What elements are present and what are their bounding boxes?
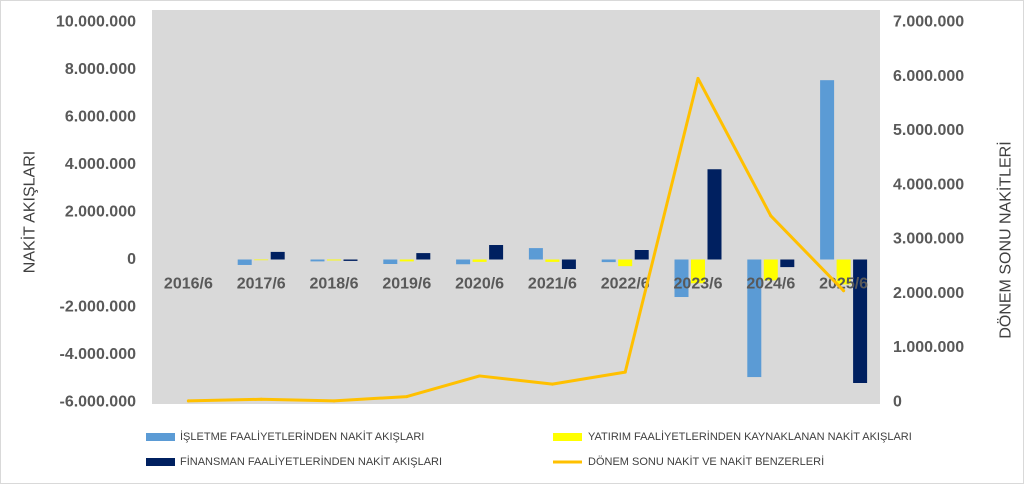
category-label: 2017/6 — [237, 276, 286, 293]
left-axis-tick-labels: -6.000.000 -4.000.000 -2.000.000 0 2.000.000… — [56, 14, 136, 411]
left-axis-tick-label: -6.000.000 — [59, 394, 136, 411]
period-end-cash-point — [550, 382, 554, 386]
operating-cash-flow-bar — [674, 259, 689, 298]
category-label: 2022/6 — [601, 276, 650, 293]
period-end-cash-point — [623, 370, 627, 374]
right-axis-tick-label: 0 — [893, 394, 902, 411]
operating-cash-flow-bar — [456, 259, 471, 265]
left-axis-tick-label: 0 — [127, 251, 136, 268]
legend-swatch-financing-cash-flow — [146, 458, 175, 466]
left-axis-tick-label: 6.000.000 — [65, 109, 136, 126]
operating-cash-flow-bar — [601, 259, 616, 263]
left-axis-tick-label: 4.000.000 — [65, 156, 136, 173]
financing-cash-flow-bar — [489, 245, 504, 260]
right-axis-title: DÖNEM SONU NAKİTLERİ — [996, 141, 1015, 338]
plot-area — [152, 10, 880, 404]
right-axis-tick-label: 6.000.000 — [893, 68, 964, 85]
period-end-cash-point — [186, 399, 190, 403]
period-end-cash-point — [259, 397, 263, 401]
legend-label-operating-cash-flow: İŞLETME FAALİYETLERİNDEN NAKİT AKIŞLARI — [180, 430, 424, 443]
legend-label-investing-cash-flow: YATIRIM FAALİYETLERİNDEN KAYNAKLANAN NAK… — [588, 430, 912, 443]
operating-cash-flow-bar — [383, 259, 398, 265]
category-label: 2019/6 — [382, 276, 431, 293]
left-axis-tick-label: 2.000.000 — [65, 204, 136, 221]
right-axis-tick-label: 7.000.000 — [893, 14, 964, 31]
legend-swatch-operating-cash-flow — [146, 433, 175, 441]
period-end-cash-point — [478, 374, 482, 378]
investing-cash-flow-bar — [618, 259, 633, 267]
category-label: 2024/6 — [746, 276, 795, 293]
financing-cash-flow-bar — [780, 259, 795, 268]
legend-item-financing-cash-flow: FİNANSMAN FAALİYETLERİNDEN NAKİT AKIŞLAR… — [146, 455, 442, 468]
left-axis-tick-label: -4.000.000 — [59, 346, 136, 363]
legend: İŞLETME FAALİYETLERİNDEN NAKİT AKIŞLARI … — [146, 430, 912, 468]
left-axis-tick-label: 10.000.000 — [56, 14, 136, 31]
period-end-cash-point — [769, 214, 773, 218]
period-end-cash-point — [696, 76, 700, 80]
investing-cash-flow-bar — [327, 259, 341, 261]
financing-cash-flow-bar — [561, 259, 576, 269]
right-axis-tick-label: 1.000.000 — [893, 339, 964, 356]
operating-cash-flow-bar — [237, 259, 252, 265]
right-axis-tick-label: 4.000.000 — [893, 176, 964, 193]
legend-label-period-end-cash: DÖNEM SONU NAKİT VE NAKİT BENZERLERİ — [588, 455, 824, 468]
period-end-cash-line — [186, 76, 846, 403]
legend-swatch-investing-cash-flow — [553, 433, 582, 441]
category-label: 2021/6 — [528, 276, 577, 293]
financing-cash-flow-bar — [853, 259, 868, 383]
line-layer — [186, 76, 846, 403]
category-label: 2020/6 — [455, 276, 504, 293]
financing-cash-flow-bar — [416, 253, 431, 260]
financing-cash-flow-bar — [634, 250, 649, 260]
legend-label-financing-cash-flow: FİNANSMAN FAALİYETLERİNDEN NAKİT AKIŞLAR… — [180, 455, 442, 468]
category-label: 2016/6 — [164, 276, 213, 293]
operating-cash-flow-bar — [310, 259, 325, 262]
investing-cash-flow-bar — [399, 259, 414, 262]
investing-cash-flow-bar — [763, 259, 778, 281]
left-axis-tick-label: -2.000.000 — [59, 299, 136, 316]
financing-cash-flow-bar — [343, 259, 358, 261]
legend-item-investing-cash-flow: YATIRIM FAALİYETLERİNDEN KAYNAKLANAN NAK… — [553, 430, 912, 443]
bars-layer — [237, 80, 868, 383]
legend-item-operating-cash-flow: İŞLETME FAALİYETLERİNDEN NAKİT AKIŞLARI — [146, 430, 424, 443]
period-end-cash-point — [842, 289, 846, 293]
right-axis-tick-labels: 0 1.000.000 2.000.000 3.000.000 4.000.000 5.0… — [893, 14, 964, 411]
financing-cash-flow-bar — [707, 169, 722, 260]
period-end-cash-point — [332, 399, 336, 403]
operating-cash-flow-bar — [820, 80, 835, 260]
category-label: 2018/6 — [310, 276, 359, 293]
right-axis-tick-label: 2.000.000 — [893, 285, 964, 302]
investing-cash-flow-bar — [836, 259, 851, 285]
operating-cash-flow-bar — [747, 259, 762, 378]
period-end-cash-point — [405, 395, 409, 399]
right-axis-tick-label: 3.000.000 — [893, 231, 964, 248]
investing-cash-flow-bar — [472, 259, 487, 262]
investing-cash-flow-bar — [545, 259, 560, 262]
right-axis-tick-label: 5.000.000 — [893, 122, 964, 139]
investing-cash-flow-bar — [691, 259, 705, 284]
investing-cash-flow-bar — [254, 259, 269, 261]
legend-item-period-end-cash: DÖNEM SONU NAKİT VE NAKİT BENZERLERİ — [553, 455, 824, 468]
financing-cash-flow-bar — [270, 251, 285, 260]
operating-cash-flow-bar — [528, 248, 543, 260]
category-label: 2023/6 — [674, 276, 723, 293]
left-axis-title: NAKİT AKIŞLARI — [20, 151, 39, 273]
left-axis-tick-label: 8.000.000 — [65, 61, 136, 78]
